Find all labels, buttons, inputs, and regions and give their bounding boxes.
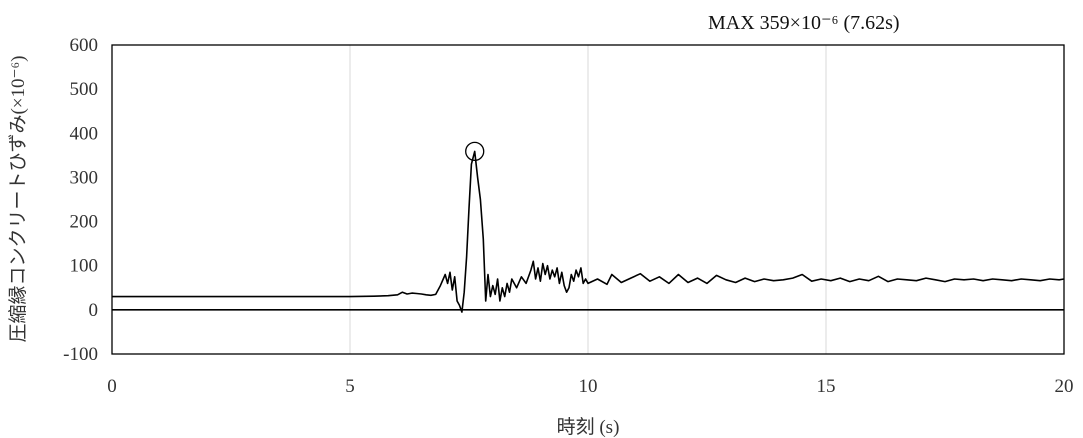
x-axis-title: 時刻 (s) [557,416,620,438]
grid-lines [349,45,827,354]
y-axis-title: 圧縮縁コンクリートひずみ(×10⁻⁶) [7,55,29,342]
y-tick-label: -100 [63,344,98,365]
y-tick-label: 400 [70,123,99,144]
strain-series-line [112,150,1065,313]
x-tick-label: 20 [1055,376,1074,397]
x-tick-label: 5 [345,376,355,397]
x-tick-labels: 0 5 10 15 20 [107,376,1073,397]
y-tick-label: 600 [70,35,99,56]
y-tick-label: 0 [89,300,99,321]
x-tick-label: 10 [579,376,598,397]
y-tick-label: 200 [70,212,99,233]
x-tick-label: 0 [107,376,117,397]
max-marker-circle [465,141,485,162]
y-tick-labels: 600 500 400 300 200 100 0 -100 [63,35,98,365]
series-group [112,150,1065,313]
y-tick-label: 500 [70,79,99,100]
y-tick-label: 300 [70,167,99,188]
max-marker-group [465,141,485,162]
x-tick-label: 15 [817,376,836,397]
plot-area [111,44,1065,355]
max-annotation: MAX 359×10⁻⁶ (7.62s) [708,12,900,34]
y-tick-label: 100 [70,256,99,277]
